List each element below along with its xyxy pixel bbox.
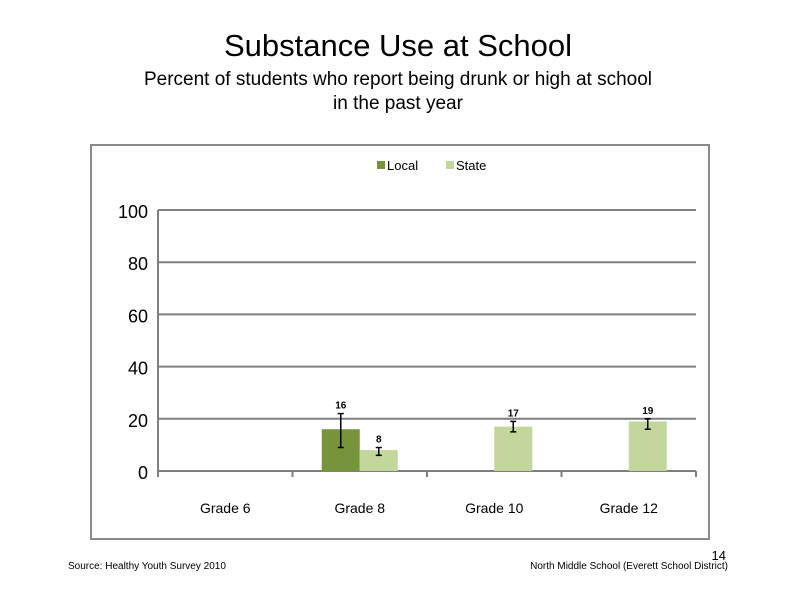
bar-state: [494, 426, 533, 471]
data-label: 16: [335, 401, 347, 412]
legend-swatch-state: [446, 161, 454, 169]
y-tick-label: 80: [128, 254, 148, 274]
x-category-label: Grade 6: [200, 500, 251, 516]
data-label: 17: [508, 408, 520, 419]
school-note: North Middle School (Everett School Dist…: [530, 561, 728, 572]
x-category-label: Grade 10: [465, 500, 524, 516]
y-tick-label: 20: [128, 411, 148, 431]
bar-state: [359, 450, 398, 471]
y-tick-label: 60: [128, 306, 148, 326]
y-tick-label: 0: [138, 463, 148, 483]
legend-label-local: Local: [387, 158, 418, 173]
slide-title: Substance Use at School: [223, 28, 573, 63]
x-category-label: Grade 12: [600, 500, 659, 516]
source-note: Source: Healthy Youth Survey 2010: [68, 561, 226, 572]
slide-subtitle: Percent of students who report being dru…: [0, 68, 796, 116]
y-tick-label: 40: [128, 359, 148, 379]
legend-swatch-local: [377, 161, 385, 169]
legend-label-state: State: [456, 158, 486, 173]
subtitle-line-1: Percent of students who report being dru…: [143, 69, 653, 90]
y-tick-label: 100: [118, 202, 148, 222]
data-label: 19: [642, 406, 654, 417]
data-label: 8: [376, 435, 382, 446]
x-category-label: Grade 8: [334, 500, 385, 516]
subtitle-line-2: in the past year: [333, 93, 463, 114]
page-number: 14: [711, 548, 726, 563]
